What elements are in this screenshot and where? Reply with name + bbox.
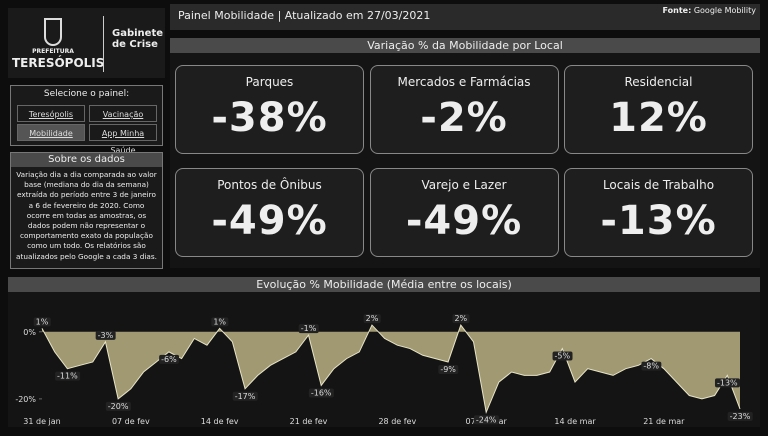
kpi-card: Varejo e Lazer -49% xyxy=(369,168,559,257)
label-bg xyxy=(438,364,459,374)
kpi-value: -38% xyxy=(211,95,328,141)
data-label: 2% xyxy=(454,314,467,323)
unit: Gabinete de Crise xyxy=(112,28,164,50)
label-bg xyxy=(232,391,258,401)
select-title: Selecione o painel: xyxy=(43,89,130,99)
label-bg xyxy=(727,411,753,421)
label-bg xyxy=(95,330,116,340)
chart-title: Evolução % Mobilidade (Média entre os lo… xyxy=(8,277,760,292)
kpi-card: Locais de Trabalho -13% xyxy=(564,168,753,257)
kpi-panel: Variação % da Mobilidade por Local Parqu… xyxy=(170,38,760,268)
data-label: -23% xyxy=(730,412,751,421)
kpi-value: 12% xyxy=(609,95,708,141)
label-bg xyxy=(55,371,81,381)
nav-button[interactable]: Vacinação xyxy=(89,105,157,122)
source: Fonte: Google Mobility xyxy=(663,6,757,15)
x-tick-label: 07 de fev xyxy=(112,417,150,426)
data-label: 1% xyxy=(213,317,226,326)
select-panel: Selecione o painel: Teresópolis Vacinaçã… xyxy=(10,85,163,155)
data-label: -8% xyxy=(643,362,659,371)
label-bg xyxy=(105,401,131,411)
data-label: -1% xyxy=(301,324,317,333)
kpi-title: Variação % da Mobilidade por Local xyxy=(170,38,760,53)
data-label: 1% xyxy=(36,317,49,326)
nav-button[interactable]: Mobilidade xyxy=(17,124,85,141)
label-bg xyxy=(714,378,741,388)
data-label: -24% xyxy=(476,415,497,424)
data-label: -16% xyxy=(311,388,332,397)
data-label: -3% xyxy=(98,331,114,340)
kpi-card: Mercados e Farmácias -2% xyxy=(369,65,559,154)
kpi-label: Locais de Trabalho xyxy=(602,178,715,192)
label-bg xyxy=(641,361,662,371)
label-bg xyxy=(211,317,229,327)
kpi-value: -13% xyxy=(600,198,717,244)
label-bg xyxy=(159,354,180,364)
data-label: 2% xyxy=(366,314,379,323)
kpi-label: Pontos de Ônibus xyxy=(217,178,322,192)
chart: 0% -20% 31 de jan 07 de fev 14 de fev 21 de f… xyxy=(15,314,753,426)
label-bg xyxy=(452,314,470,324)
kpi-label: Residencial xyxy=(624,75,693,89)
kpi-card: Residencial 12% xyxy=(564,65,753,154)
kpi-value: -49% xyxy=(405,198,523,244)
kpi-value: -2% xyxy=(420,95,508,141)
label-bg xyxy=(552,351,573,361)
data-label: -6% xyxy=(161,355,177,364)
label-bg xyxy=(363,314,381,324)
kpi-label: Parques xyxy=(245,75,294,89)
source-label: Fonte: xyxy=(662,6,692,15)
y-tick-label: -20% xyxy=(15,395,36,404)
about-title: Sobre os dados xyxy=(11,153,162,167)
x-tick-label: 31 de jan xyxy=(23,417,60,426)
org-top: PREFEITURA xyxy=(32,48,74,55)
kpi-label: Mercados e Farmácias xyxy=(397,75,531,89)
crest xyxy=(44,18,62,46)
x-tick-label: 21 de fev xyxy=(290,417,328,426)
data-label: -5% xyxy=(555,352,571,361)
x-tick-label: 14 de mar xyxy=(554,417,596,426)
about-text: Variação dia a dia comparada ao valor ba… xyxy=(16,170,157,261)
page-title: Painel Mobilidade | Atualizado em 27/03/… xyxy=(178,9,431,22)
logo-panel: PREFEITURA TERESÓPOLIS Gabinete de Crise xyxy=(8,8,165,78)
area-line xyxy=(41,324,741,415)
divider xyxy=(103,16,104,72)
org-name: TERESÓPOLIS xyxy=(12,56,105,70)
kpi-card: Parques -38% xyxy=(175,65,364,154)
label-bg xyxy=(308,388,334,398)
y-tick-label: 0% xyxy=(23,328,36,337)
label-bg xyxy=(473,415,499,425)
nav-button[interactable]: App Minha Saúde xyxy=(89,124,157,155)
source-value: Google Mobility xyxy=(693,6,756,15)
data-label: -17% xyxy=(235,392,256,401)
x-tick-label: 14 de fev xyxy=(201,417,239,426)
data-label: -20% xyxy=(108,402,129,411)
kpi-card: Pontos de Ônibus -49% xyxy=(175,168,364,257)
chart-panel: Evolução % Mobilidade (Média entre os lo… xyxy=(8,277,760,427)
data-label: -11% xyxy=(57,372,78,381)
label-bg xyxy=(298,324,319,334)
about-panel: Sobre os dados Variação dia a dia compar… xyxy=(10,152,163,269)
kpi-value: -49% xyxy=(211,198,328,244)
top-bar: Painel Mobilidade | Atualizado em 27/03/… xyxy=(170,4,760,30)
nav-button[interactable]: Teresópolis xyxy=(17,105,85,122)
x-tick-label: 28 de fev xyxy=(378,417,416,426)
data-label: -9% xyxy=(440,365,456,374)
kpi-label: Varejo e Lazer xyxy=(421,178,507,192)
data-label: -13% xyxy=(717,378,738,387)
area xyxy=(42,325,740,413)
label-bg xyxy=(33,317,51,327)
x-tick-label: 21 de mar xyxy=(643,417,685,426)
